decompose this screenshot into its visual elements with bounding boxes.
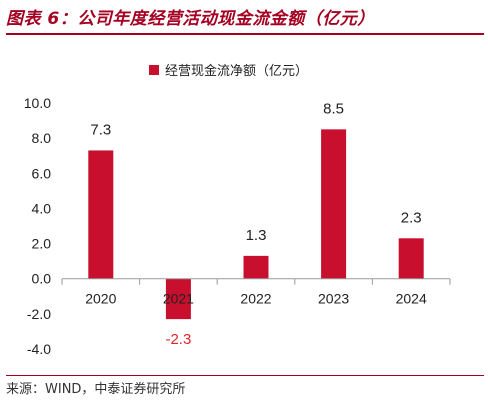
title-divider <box>6 33 484 35</box>
data-label: -2.3 <box>165 331 191 348</box>
y-tick-label: 6.0 <box>32 165 52 181</box>
data-label: 1.3 <box>246 227 267 244</box>
data-label: 8.5 <box>323 100 344 117</box>
figure-title: 图表 6：公司年度经营活动现金流金额（亿元） <box>6 9 375 29</box>
data-label: 2.3 <box>401 209 422 226</box>
y-tick-label: -2.0 <box>27 306 51 322</box>
source-divider <box>6 375 484 376</box>
y-tick-label: 10.0 <box>24 95 51 111</box>
x-tick-label: 2023 <box>318 291 349 307</box>
bar-2024 <box>398 238 424 279</box>
data-label: 7.3 <box>90 121 111 138</box>
legend-swatch <box>149 65 159 75</box>
x-tick-label: 2020 <box>85 291 116 307</box>
y-tick-label: 2.0 <box>32 236 52 252</box>
bar-chart: 经营现金流净额（亿元） 10.08.06.04.02.00.0-2.0-4.0 … <box>24 63 451 357</box>
source-note: 来源：WIND，中泰证券研究所 <box>6 382 186 397</box>
data-labels: 7.3 -2.3 1.3 8.5 2.3 <box>90 100 421 348</box>
y-tick-label: 0.0 <box>32 271 52 287</box>
y-axis-ticks: 10.0 8.0 6.0 4.0 2.0 0.0 -2.0 -4.0 <box>24 95 51 357</box>
x-tick-label: 2022 <box>240 291 271 307</box>
y-tick-label: 4.0 <box>32 200 52 216</box>
x-axis-ticks: 2020 2021 2022 2023 2024 <box>61 278 451 307</box>
legend: 经营现金流净额（亿元） <box>149 63 308 79</box>
bars <box>88 129 424 320</box>
legend-label: 经营现金流净额（亿元） <box>165 63 308 79</box>
bar-2020 <box>88 150 114 279</box>
bar-2021 <box>165 278 191 320</box>
bar-2022 <box>243 255 269 279</box>
x-tick-label: 2024 <box>396 291 427 307</box>
y-tick-label: -4.0 <box>27 341 51 357</box>
bar-2023 <box>321 129 347 279</box>
y-tick-label: 8.0 <box>32 130 52 146</box>
x-tick-label: 2021 <box>163 291 194 307</box>
